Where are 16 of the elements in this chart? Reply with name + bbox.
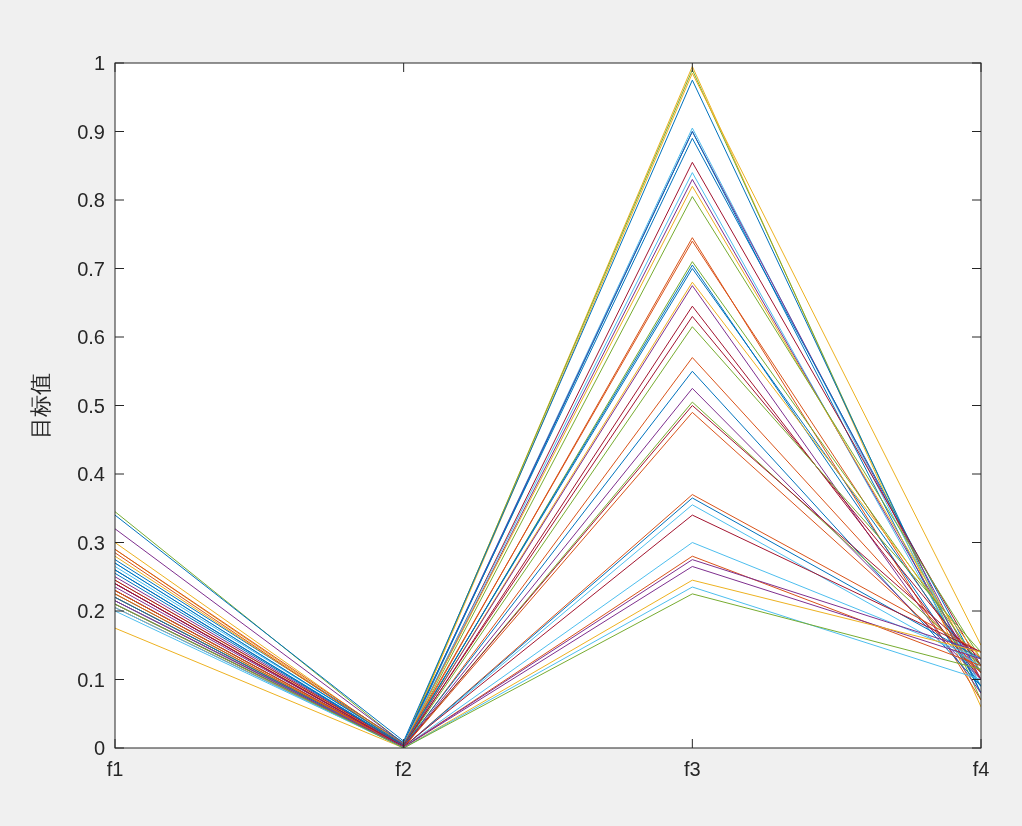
- y-tick-label: 0: [93, 737, 105, 759]
- y-tick-label: 0.6: [77, 326, 105, 348]
- y-tick-label: 0.1: [77, 668, 105, 691]
- y-tick-label: 0.4: [77, 463, 105, 485]
- y-tick-label: 0.9: [77, 120, 105, 143]
- y-tick-label: 0.5: [77, 394, 105, 417]
- y-axis-title: 目标值: [28, 372, 53, 439]
- y-tick-label: 0.3: [77, 531, 105, 554]
- y-tick-label: 0.7: [77, 257, 105, 280]
- y-tick-label: 1: [93, 52, 105, 74]
- x-tick-label: f2: [395, 758, 413, 780]
- x-tick-label: f4: [972, 758, 990, 780]
- x-tick-label: f1: [106, 758, 124, 780]
- y-tick-label: 0.8: [77, 189, 105, 211]
- x-tick-label: f3: [683, 758, 701, 780]
- y-tick-label: 0.2: [77, 600, 105, 622]
